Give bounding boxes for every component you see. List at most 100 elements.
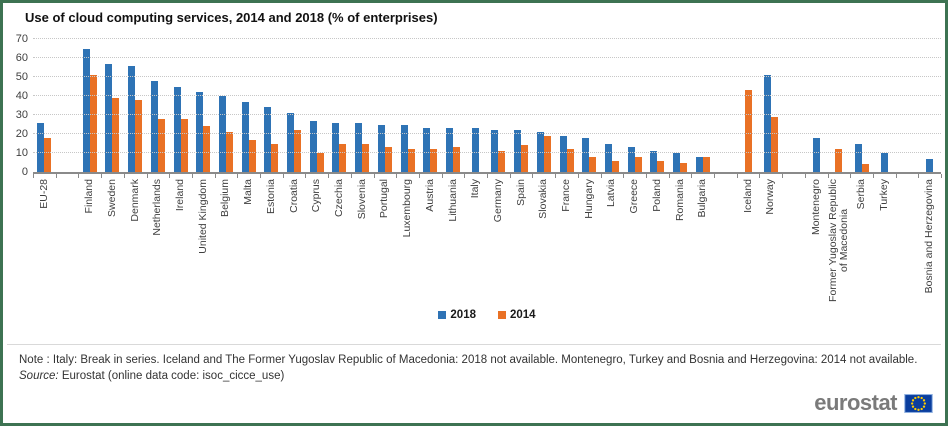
eurostat-logo-text: eurostat: [814, 390, 897, 415]
x-label-slot: Italy: [464, 179, 487, 302]
x-label-slot: Cyprus: [305, 179, 328, 302]
bar-group-italy: [464, 39, 487, 172]
x-axis-tick: [668, 174, 670, 178]
bar-2014-slovakia: [543, 135, 551, 172]
x-axis-label: Iceland: [741, 179, 754, 213]
bar-2014-romania: [680, 162, 688, 172]
gridline-70: [33, 38, 941, 39]
bar-2014-ireland: [180, 118, 188, 172]
x-label-slot: France: [555, 179, 578, 302]
bar-2014-norway: [770, 116, 778, 172]
x-axis-tick: [691, 174, 693, 178]
bar-2014-estonia: [271, 143, 279, 172]
bar-group-bulgaria: [691, 39, 714, 172]
bar-2014-czechia: [339, 143, 347, 172]
x-axis-label: Portugal: [378, 179, 391, 219]
bar-2018-romania: [673, 153, 681, 172]
x-axis-tick: [33, 174, 34, 178]
gridline-50: [33, 76, 941, 77]
bar-2018-belgium: [218, 96, 226, 172]
x-label-slot: Greece: [623, 179, 646, 302]
bar-2018-portugal: [377, 124, 385, 172]
bar-2014-denmark: [135, 99, 143, 172]
bar-group-united-kingdom: [192, 39, 215, 172]
bar-group-finland: [78, 39, 101, 172]
x-label-spacer: [56, 179, 79, 302]
x-axis-tick: [350, 174, 352, 178]
x-axis-label: Croatia: [287, 179, 300, 213]
bar-group-eu-28: [33, 39, 56, 172]
eurostat-logo: eurostat: [814, 390, 933, 416]
bar-2018-czechia: [332, 122, 340, 172]
x-axis-label: EU-28: [37, 179, 50, 209]
bar-2018-serbia: [854, 143, 862, 172]
x-axis-label: Finland: [83, 179, 96, 214]
x-axis-label: Lithuania: [446, 179, 459, 222]
bar-2014-portugal: [384, 147, 392, 172]
x-label-spacer: [714, 179, 737, 302]
x-label-slot: Lithuania: [442, 179, 465, 302]
bar-group-poland: [646, 39, 669, 172]
x-axis-label: Belgium: [219, 179, 232, 217]
x-axis-tick: [396, 174, 398, 178]
bar-group-france: [555, 39, 578, 172]
x-axis-label: Montenegro: [809, 179, 822, 236]
x-axis-tick: [895, 174, 897, 178]
x-axis-tick: [487, 174, 488, 178]
y-axis-tick-label-70: 70: [15, 33, 28, 45]
bar-2018-bulgaria: [695, 156, 703, 172]
bar-2018-netherlands: [150, 80, 158, 172]
bar-group-croatia: [283, 39, 306, 172]
bar-group-ireland: [169, 39, 192, 172]
x-label-slot: Turkey: [873, 179, 896, 302]
x-axis-tick: [78, 174, 80, 178]
x-axis-tick: [101, 174, 103, 178]
x-label-slot: Iceland: [737, 179, 760, 302]
x-label-slot: Austria: [419, 179, 442, 302]
bar-2018-denmark: [128, 65, 136, 172]
bar-group-estonia: [260, 39, 283, 172]
x-axis-label: Slovenia: [355, 179, 368, 220]
legend-item-2014: 2014: [498, 309, 536, 321]
x-axis-tick: [850, 174, 852, 178]
x-label-slot: Estonia: [260, 179, 283, 302]
x-axis-label: Spain: [514, 179, 527, 206]
gridline-20: [33, 133, 941, 134]
x-label-slot: Latvia: [601, 179, 624, 302]
bar-2018-eu-28: [37, 122, 45, 172]
bar-2018-greece: [627, 147, 635, 172]
x-axis-label: Latvia: [605, 179, 618, 208]
bar-2018-cyprus: [309, 120, 317, 172]
gridline-10: [33, 152, 941, 153]
y-axis-tick-label-40: 40: [15, 90, 28, 102]
x-label-slot: Ireland: [169, 179, 192, 302]
bar-2014-austria: [430, 149, 438, 172]
bar-2018-lithuania: [446, 128, 453, 172]
x-label-slot: Germany: [487, 179, 510, 302]
bar-2014-finland: [89, 75, 97, 172]
bar-2014-eu-28: [44, 137, 52, 172]
x-axis-tick: [804, 174, 806, 178]
x-axis-label: Poland: [650, 179, 663, 212]
bar-group-luxembourg: [396, 39, 419, 172]
bar-2014-luxembourg: [407, 149, 415, 172]
x-axis-label: Italy: [469, 179, 482, 199]
bar-group-netherlands: [147, 39, 170, 172]
x-axis-label: United Kingdom: [196, 179, 209, 254]
x-label-slot: Croatia: [283, 179, 306, 302]
legend-label-2014: 2014: [510, 309, 536, 321]
bar-2018-italy: [472, 128, 480, 172]
bar-group-serbia: [850, 39, 873, 172]
x-axis-label: Estonia: [264, 179, 277, 215]
x-axis-tick: [827, 174, 829, 178]
x-label-slot: Netherlands: [147, 179, 170, 302]
x-axis-tick: [418, 174, 420, 178]
x-axis-tick: [305, 174, 307, 178]
x-axis-tick: [123, 174, 125, 178]
bar-2018-latvia: [604, 143, 612, 172]
bar-2018-spain: [514, 130, 522, 172]
y-axis-tick-label-20: 20: [15, 128, 28, 140]
x-axis-label: Austria: [423, 179, 436, 212]
bar-2014-germany: [498, 151, 506, 172]
bar-group-latvia: [601, 39, 624, 172]
